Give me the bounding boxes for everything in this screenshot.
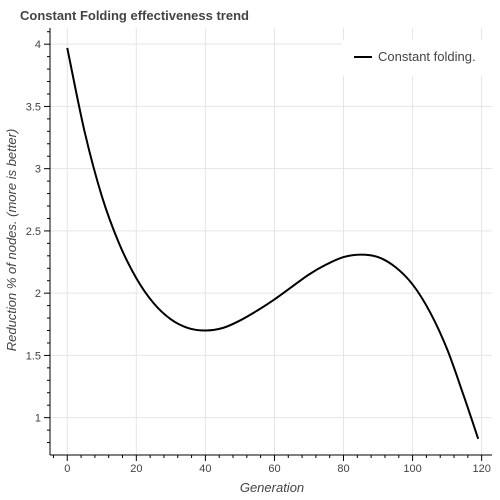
y-tick-label: 2.5 [26, 226, 41, 238]
x-tick-label: 60 [268, 463, 280, 475]
axes: 0 20 40 60 80 100 120 1 1.5 2 2.5 3 3.5 4 [26, 28, 492, 475]
legend: Constant folding. [342, 40, 492, 76]
series-line-constant-folding [66, 47, 480, 440]
y-axis-label: Reduction % of nodes. (more is better) [4, 129, 19, 352]
x-axis-label: Generation [240, 480, 304, 495]
x-tick-label: 40 [199, 463, 211, 475]
y-tick-label: 3.5 [26, 101, 41, 113]
x-tick-label: 0 [64, 463, 70, 475]
x-tick-label: 120 [472, 463, 490, 475]
y-tick-label: 3 [35, 164, 41, 176]
y-tick-label: 2 [35, 288, 41, 300]
x-tick-label: 20 [130, 463, 142, 475]
x-tick-label: 100 [403, 463, 421, 475]
chart-title: Constant Folding effectiveness trend [20, 8, 249, 23]
y-tick-label: 1 [35, 413, 41, 425]
y-tick-label: 4 [35, 39, 41, 51]
x-tick-label: 80 [337, 463, 349, 475]
y-tick-label: 1.5 [26, 350, 41, 362]
legend-label: Constant folding. [378, 49, 476, 64]
series [66, 47, 480, 440]
